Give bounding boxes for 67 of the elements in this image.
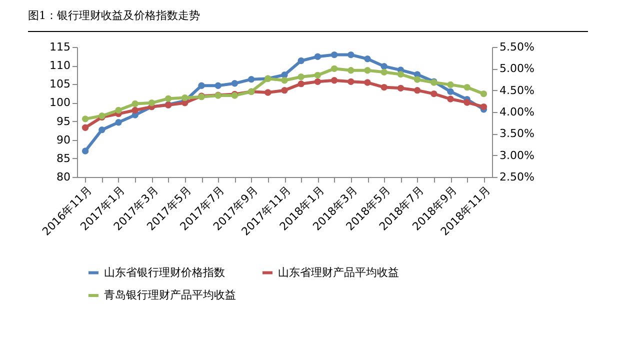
point — [348, 67, 354, 74]
point — [214, 82, 222, 89]
point — [115, 119, 122, 126]
point — [380, 62, 388, 70]
point — [430, 90, 438, 98]
y-tick-label: 90 — [56, 133, 70, 146]
point — [132, 106, 138, 114]
point — [447, 96, 454, 102]
point — [480, 90, 488, 98]
point — [264, 89, 272, 96]
point — [248, 76, 255, 83]
point — [364, 56, 371, 62]
legend-label: 山东省银行理财价格指数 — [104, 266, 225, 279]
y2-tick-label: 5.00% — [500, 62, 534, 76]
y-tick-label: 105 — [50, 78, 70, 91]
point — [380, 84, 388, 91]
chart-title: 图1：银行理财收益及价格指数走势 — [28, 8, 588, 32]
point — [348, 78, 354, 86]
point — [330, 51, 338, 58]
point — [314, 53, 322, 60]
point — [164, 95, 172, 102]
point — [397, 84, 404, 92]
y2-tick-label: 4.50% — [500, 84, 534, 97]
point — [447, 81, 454, 88]
y2-tick-label: 5.50% — [500, 40, 534, 54]
y-tick-label: 80 — [56, 170, 70, 184]
point — [182, 94, 188, 102]
point — [364, 79, 371, 86]
point — [281, 77, 288, 84]
point — [82, 124, 89, 131]
point — [148, 100, 156, 106]
point — [464, 84, 470, 91]
y2-tick-label: 2.50% — [500, 170, 534, 184]
point — [414, 76, 421, 83]
y2-tick-label: 3.50% — [500, 127, 534, 140]
point — [330, 77, 338, 84]
point — [198, 82, 205, 89]
legend-label: 山东省理财产品平均收益 — [278, 266, 399, 279]
y-tick-label: 85 — [56, 152, 70, 165]
point — [414, 86, 421, 94]
point — [464, 99, 470, 106]
point — [480, 103, 488, 110]
point — [380, 68, 388, 76]
y-tick-label: 115 — [50, 40, 70, 54]
point — [364, 67, 371, 74]
y2-tick-label: 4.00% — [500, 106, 534, 118]
point — [298, 80, 304, 88]
point — [298, 57, 304, 64]
point — [298, 74, 304, 80]
point — [447, 88, 454, 95]
point — [397, 70, 404, 78]
point — [231, 80, 238, 87]
y-tick-label: 110 — [50, 59, 70, 72]
point — [132, 100, 138, 108]
point — [348, 51, 354, 58]
point — [82, 116, 89, 122]
legend-label: 青岛银行理财产品平均收益 — [104, 288, 236, 302]
point — [281, 86, 288, 94]
point — [98, 126, 106, 134]
point — [314, 78, 322, 86]
point — [82, 148, 89, 154]
y-tick-label: 95 — [56, 114, 70, 128]
point — [314, 72, 322, 79]
point — [115, 106, 122, 114]
y-tick-label: 100 — [50, 96, 70, 110]
point — [330, 65, 338, 72]
y2-tick-label: 3.00% — [500, 148, 534, 162]
